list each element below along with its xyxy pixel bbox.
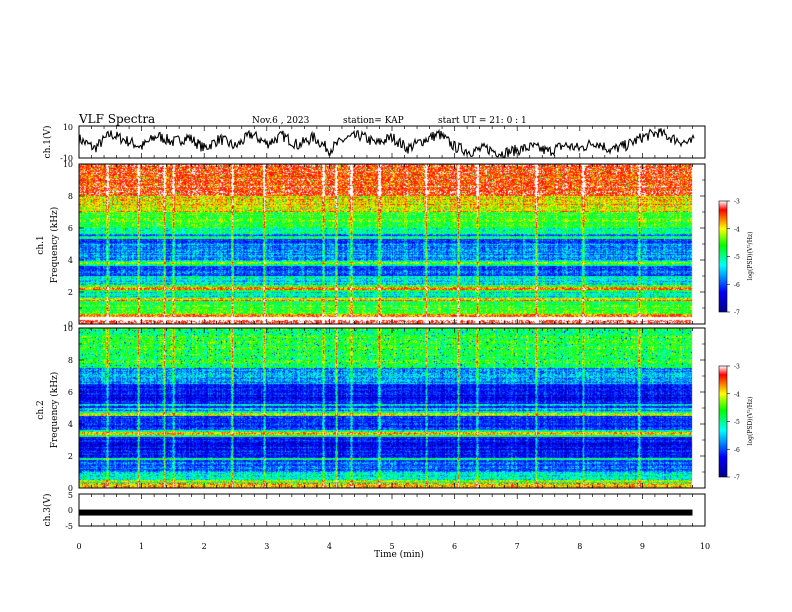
ch1-colorbar-label: log(PSD)(V²/Hz) — [747, 232, 754, 281]
ch1-colorbar: -3 -4 -5 -6 -7 log(PSD)(V²/Hz) — [718, 199, 754, 317]
frequency-tick-label: 6 — [68, 388, 73, 397]
time-tick-label: 3 — [264, 542, 269, 551]
ch1-colorbar-gradient — [718, 200, 728, 313]
colorbar-tick-label: -4 — [734, 391, 740, 398]
colorbar-tick-label: -5 — [734, 419, 740, 426]
ch1-waveform-trace — [78, 128, 695, 159]
frequency-tick-label: 2 — [68, 452, 73, 461]
frequency-tick-label: 0 — [68, 320, 73, 329]
ch3-ytick-bottom: -5 — [65, 522, 73, 531]
ch2-spectrogram-panel: 0 2 4 6 8 10 ch.2 Frequency (kHz) — [36, 324, 706, 493]
time-tick-label: 8 — [577, 542, 582, 551]
ch3-signal-ylabel: ch.3(V) — [42, 494, 53, 527]
frequency-tick-label: 10 — [63, 324, 73, 333]
colorbar-tick-label: -3 — [734, 364, 740, 371]
ch2-frequency-ticks: 0 2 4 6 8 10 — [63, 324, 705, 493]
time-tick-label: 10 — [700, 542, 710, 551]
ch1-frequency-ylabel: Frequency (kHz) — [49, 207, 60, 284]
time-tick-label: 1 — [139, 542, 144, 551]
time-tick-label: 0 — [76, 542, 81, 551]
time-tick-label: 4 — [327, 542, 332, 551]
ch1-waveform-ylabel: ch.1(V) — [42, 126, 53, 159]
ch2-time-ticks — [78, 328, 706, 488]
ch1-colorbar-ticks: -3 -4 -5 -6 -7 — [727, 199, 740, 317]
ch2-colorbar-label: log(PSD)(V²/Hz) — [747, 397, 754, 446]
ch2-spectrogram-image — [79, 328, 705, 488]
colorbar-tick-label: -6 — [734, 447, 740, 454]
frequency-tick-label: 2 — [68, 288, 73, 297]
time-tick-label: 5 — [389, 542, 394, 551]
ch3-time-ticks — [78, 494, 706, 526]
colorbar-tick-label: -4 — [734, 226, 740, 233]
ch3-ytick-middle: 0 — [68, 506, 73, 515]
ch3-signal-trace — [79, 509, 693, 516]
chart-title: VLF Spectra — [78, 112, 155, 126]
ch1-time-ticks — [78, 164, 706, 324]
colorbar-tick-label: -7 — [734, 475, 740, 482]
frequency-tick-label: 0 — [68, 484, 73, 493]
ch1-spectrogram-image — [79, 164, 705, 324]
colorbar-tick-label: -6 — [734, 282, 740, 289]
ch2-colorbar-ticks: -3 -4 -5 -6 -7 — [727, 364, 740, 482]
ch2-channel-label: ch.2 — [36, 400, 46, 419]
frequency-tick-label: 6 — [68, 224, 73, 233]
ch1-channel-label: ch.1 — [36, 235, 46, 254]
date-label: Nov.6 , 2023 — [252, 116, 310, 126]
time-tick-label: 7 — [515, 542, 520, 551]
frequency-tick-label: 4 — [68, 256, 73, 265]
colorbar-tick-label: -7 — [734, 310, 740, 317]
ch3-ytick-top: 5 — [68, 491, 73, 500]
ch1-frequency-ticks: 0 2 4 6 8 10 — [63, 160, 705, 329]
time-tick-label: 6 — [452, 542, 457, 551]
ch2-colorbar: -3 -4 -5 -6 -7 log(PSD)(V²/Hz) — [718, 364, 754, 482]
ch1-waveform-line — [78, 128, 695, 159]
ch3-signal-panel: 5 0 -5 ch.3(V) 0 1 2 3 4 5 6 7 8 9 10 Time (min) — [42, 491, 710, 560]
frequency-tick-label: 10 — [63, 160, 73, 169]
ch2-colorbar-gradient — [718, 365, 728, 478]
ch1-waveform-panel: 10 -10 ch.1(V) — [42, 123, 706, 163]
time-axis-tick-labels: 0 1 2 3 4 5 6 7 8 9 10 — [76, 542, 710, 551]
ch1-ytick-top: 10 — [63, 123, 73, 132]
colorbar-tick-label: -5 — [734, 254, 740, 261]
frequency-tick-label: 4 — [68, 420, 73, 429]
ch2-frequency-ylabel: Frequency (kHz) — [49, 372, 60, 449]
time-tick-label: 9 — [640, 542, 645, 551]
time-tick-label: 2 — [202, 542, 207, 551]
ch1-waveform-ticks — [78, 126, 706, 158]
time-axis-xlabel: Time (min) — [374, 549, 424, 560]
station-label: station= KAP — [343, 116, 404, 126]
ch1-ytick-bottom: -10 — [60, 154, 73, 163]
colorbar-tick-label: -3 — [734, 199, 740, 206]
ch1-spectrogram-panel: 0 2 4 6 8 10 ch.1 Frequency (kHz) — [36, 160, 706, 329]
start-time-label: start UT = 21: 0 : 1 — [438, 116, 527, 126]
frequency-tick-label: 8 — [68, 192, 73, 201]
frequency-tick-label: 8 — [68, 356, 73, 365]
